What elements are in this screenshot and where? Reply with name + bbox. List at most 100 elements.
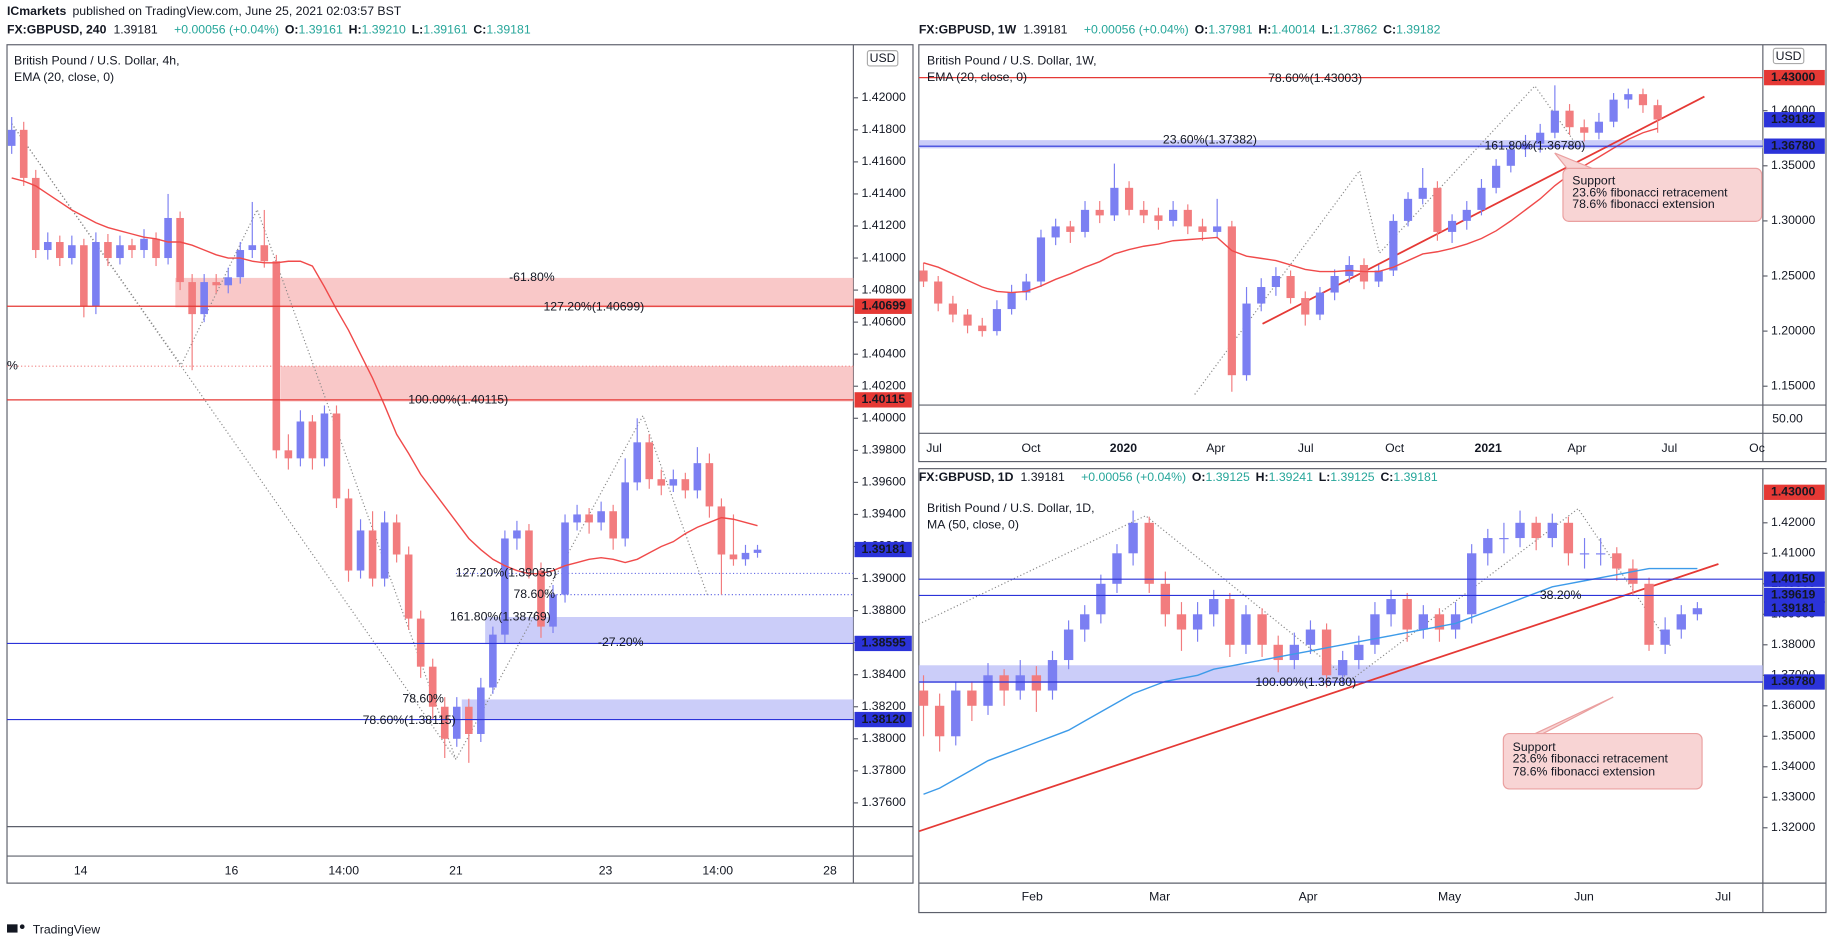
candle-body bbox=[1418, 614, 1428, 630]
y-tick-label: 1.42000 bbox=[1771, 515, 1815, 529]
quote-row: FX:GBPUSD, 1D 1.39181 +0.00056 (+0.04%) O:1… bbox=[919, 470, 1438, 484]
candle-body bbox=[477, 687, 485, 734]
ohlc-value: 1.39161 bbox=[298, 23, 342, 37]
candle-body bbox=[1063, 629, 1074, 661]
price-label-box bbox=[1764, 601, 1825, 617]
ohlc-value: 1.39210 bbox=[362, 23, 406, 37]
candle-body bbox=[1096, 583, 1106, 615]
candle-body bbox=[1160, 583, 1171, 615]
x-tick-label: Jul bbox=[1298, 441, 1314, 455]
candle-body bbox=[31, 177, 40, 251]
candle-body bbox=[1644, 583, 1654, 645]
candle-body bbox=[188, 282, 196, 315]
currency: USD bbox=[870, 51, 896, 65]
indicator-label: MA (50, close, 0) bbox=[927, 517, 1019, 531]
candle-body bbox=[597, 511, 605, 523]
fib-label: 78.60% bbox=[513, 587, 555, 601]
callout-text: 23.6% fibonacci retracement bbox=[1572, 185, 1728, 199]
candle-body bbox=[549, 594, 557, 627]
y-tick-label: 1.35000 bbox=[1771, 729, 1815, 743]
fib-label: 23.60%(1.37382) bbox=[1163, 132, 1257, 146]
candle-body bbox=[1374, 270, 1383, 282]
candle-body bbox=[489, 634, 497, 688]
candle-body bbox=[1154, 215, 1163, 221]
candle-body bbox=[983, 675, 993, 706]
y-tick-label: 1.34000 bbox=[1771, 759, 1815, 773]
candle-body bbox=[236, 250, 245, 278]
candle-body bbox=[1624, 94, 1633, 100]
candle-body bbox=[705, 463, 714, 507]
subpane-label: 50.00 bbox=[1772, 411, 1803, 425]
candle-body bbox=[657, 479, 666, 486]
ohlc-value: 1.39125 bbox=[1330, 470, 1374, 484]
candle-body bbox=[1051, 226, 1060, 238]
footer-brand: TradingView bbox=[33, 922, 101, 936]
x-tick-label: 21 bbox=[449, 864, 463, 878]
candle-body bbox=[1565, 110, 1574, 128]
price-label-box bbox=[854, 392, 912, 408]
candle-body bbox=[1242, 303, 1251, 376]
candle-body bbox=[1580, 127, 1589, 133]
price-label-box bbox=[1764, 587, 1825, 604]
x-tick-label: Jun bbox=[1574, 889, 1594, 903]
y-tick-label: 1.37800 bbox=[862, 763, 906, 777]
quote-row: FX:GBPUSD, 1W 1.39181 +0.00056 (+0.04%) O:1… bbox=[919, 23, 1441, 37]
y-tick-label: 1.42000 bbox=[862, 90, 906, 104]
candle-body bbox=[1241, 614, 1251, 645]
candle-body bbox=[729, 554, 738, 560]
candle-body bbox=[19, 129, 28, 178]
price-label: 1.38595 bbox=[862, 636, 906, 650]
ohlc-key: C: bbox=[473, 23, 486, 37]
fib-zone bbox=[280, 366, 854, 402]
price-label-box bbox=[854, 711, 912, 728]
candle-body bbox=[1579, 553, 1590, 555]
candle-body bbox=[224, 277, 233, 286]
price-label-box bbox=[1764, 138, 1825, 154]
candle-body bbox=[501, 538, 509, 635]
candle-body bbox=[56, 242, 64, 259]
ohlc-value: 1.37862 bbox=[1333, 23, 1377, 37]
candle-body bbox=[176, 217, 184, 283]
y-tick-label: 1.39000 bbox=[862, 571, 906, 585]
x-tick-label: Apr bbox=[1567, 441, 1586, 455]
fib-label: 127.20%(1.39035) bbox=[456, 566, 557, 580]
callout-text: 78.6% fibonacci extension bbox=[1513, 765, 1656, 779]
fib-label: 127.20%(1.40699) bbox=[543, 300, 644, 314]
candle-body bbox=[1483, 538, 1493, 554]
candle-body bbox=[1433, 187, 1442, 232]
y-tick-label: 1.39800 bbox=[862, 443, 906, 457]
candle-body bbox=[116, 245, 124, 259]
candle-body bbox=[1609, 99, 1618, 122]
candle-body bbox=[1257, 287, 1266, 304]
author: ICmarkets bbox=[7, 4, 66, 18]
candle-body bbox=[452, 706, 461, 739]
candle-body bbox=[1389, 220, 1398, 271]
price-label: 1.38120 bbox=[862, 712, 906, 726]
candle-body bbox=[1289, 644, 1300, 661]
candle-body bbox=[1176, 614, 1187, 630]
y-tick-label: 1.38000 bbox=[862, 731, 906, 745]
candle-body bbox=[140, 238, 148, 251]
candle-body bbox=[1531, 522, 1541, 539]
fib-label: -61.80% bbox=[509, 270, 555, 284]
candle-body bbox=[963, 314, 972, 326]
indicator-label: EMA (20, close, 0) bbox=[927, 70, 1027, 84]
indicator-label: EMA (20, close, 0) bbox=[14, 70, 114, 84]
fib-label: 161.80%(1.38769) bbox=[450, 609, 551, 623]
candle-body bbox=[200, 282, 208, 315]
last-price: 1.39181 bbox=[1020, 470, 1064, 484]
ohlc-key: O: bbox=[1192, 470, 1206, 484]
candle-body bbox=[284, 450, 293, 459]
x-tick-label: Apr bbox=[1206, 441, 1225, 455]
candle-body bbox=[332, 413, 341, 499]
ohlc-value: 1.39125 bbox=[1206, 470, 1250, 484]
candle-body bbox=[561, 522, 569, 595]
candle-body bbox=[1676, 614, 1686, 630]
ohlc-key: H: bbox=[349, 23, 362, 37]
candle-body bbox=[1403, 198, 1413, 221]
panel-title: British Pound / U.S. Dollar, 1W, bbox=[927, 53, 1097, 67]
fib-zigzag bbox=[11, 123, 457, 760]
candle-body bbox=[1225, 599, 1235, 645]
candle-body bbox=[1638, 94, 1648, 106]
fib-label: 78.60%(1.38115) bbox=[363, 713, 456, 727]
